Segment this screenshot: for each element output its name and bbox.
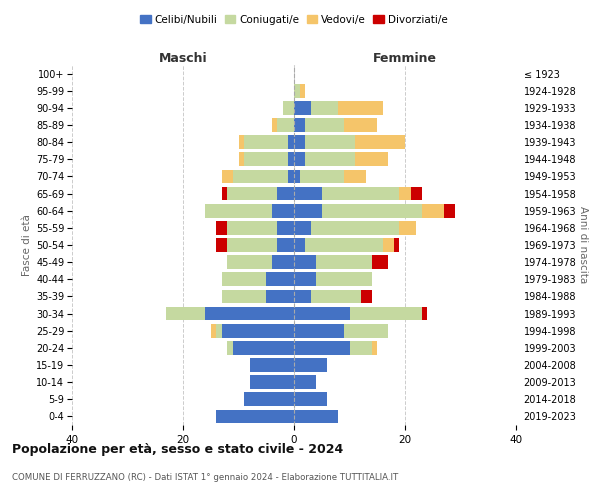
Bar <box>444 204 455 218</box>
Bar <box>400 186 410 200</box>
Bar <box>338 101 383 114</box>
Bar <box>272 118 277 132</box>
Bar <box>322 204 422 218</box>
Bar <box>316 256 372 269</box>
Bar <box>311 101 338 114</box>
Bar <box>305 238 383 252</box>
Bar <box>422 306 427 320</box>
Bar <box>289 136 294 149</box>
Text: Maschi: Maschi <box>158 52 208 65</box>
Bar <box>227 221 277 234</box>
Bar <box>216 324 222 338</box>
Bar <box>283 101 294 114</box>
Bar <box>294 324 344 338</box>
Bar <box>227 186 277 200</box>
Bar <box>294 170 299 183</box>
Bar <box>216 221 227 234</box>
Bar <box>277 238 294 252</box>
Bar <box>294 341 349 354</box>
Bar <box>344 324 388 338</box>
Bar <box>294 290 311 304</box>
Bar <box>294 118 305 132</box>
Bar <box>361 290 372 304</box>
Bar <box>266 290 294 304</box>
Y-axis label: Fasce di età: Fasce di età <box>22 214 32 276</box>
Bar <box>216 238 227 252</box>
Bar <box>305 152 355 166</box>
Bar <box>216 410 294 424</box>
Bar <box>344 118 377 132</box>
Bar <box>289 170 294 183</box>
Bar <box>311 221 400 234</box>
Bar <box>383 238 394 252</box>
Bar <box>244 392 294 406</box>
Bar <box>372 256 388 269</box>
Bar <box>166 306 205 320</box>
Bar <box>372 341 377 354</box>
Bar <box>222 290 266 304</box>
Legend: Celibi/Nubili, Coniugati/e, Vedovi/e, Divorziati/e: Celibi/Nubili, Coniugati/e, Vedovi/e, Di… <box>138 12 450 27</box>
Bar <box>205 306 294 320</box>
Bar <box>400 221 416 234</box>
Bar <box>294 376 316 389</box>
Bar <box>294 136 305 149</box>
Bar <box>266 272 294 286</box>
Bar <box>222 324 294 338</box>
Bar <box>277 186 294 200</box>
Bar <box>294 204 322 218</box>
Bar <box>272 256 294 269</box>
Bar <box>349 306 422 320</box>
Bar <box>294 272 316 286</box>
Bar <box>355 136 405 149</box>
Bar <box>294 152 305 166</box>
Bar <box>294 101 311 114</box>
Bar <box>277 221 294 234</box>
Bar <box>294 410 338 424</box>
Bar <box>222 186 227 200</box>
Bar <box>355 152 388 166</box>
Bar <box>239 136 244 149</box>
Bar <box>294 84 299 98</box>
Bar <box>305 136 355 149</box>
Bar <box>277 118 294 132</box>
Bar <box>394 238 400 252</box>
Bar <box>233 341 294 354</box>
Text: COMUNE DI FERRUZZANO (RC) - Dati ISTAT 1° gennaio 2024 - Elaborazione TUTTITALIA: COMUNE DI FERRUZZANO (RC) - Dati ISTAT 1… <box>12 472 398 482</box>
Bar <box>294 256 316 269</box>
Bar <box>233 170 289 183</box>
Bar <box>227 341 233 354</box>
Y-axis label: Anni di nascita: Anni di nascita <box>578 206 587 284</box>
Bar <box>227 238 277 252</box>
Bar <box>244 152 289 166</box>
Text: Popolazione per età, sesso e stato civile - 2024: Popolazione per età, sesso e stato civil… <box>12 442 343 456</box>
Bar <box>294 392 328 406</box>
Bar <box>294 358 328 372</box>
Bar <box>250 358 294 372</box>
Bar <box>294 221 311 234</box>
Bar <box>250 376 294 389</box>
Bar <box>422 204 444 218</box>
Bar <box>244 136 289 149</box>
Bar <box>349 341 372 354</box>
Bar <box>227 256 272 269</box>
Bar <box>311 290 361 304</box>
Bar <box>344 170 366 183</box>
Bar <box>410 186 422 200</box>
Bar <box>205 204 272 218</box>
Bar <box>211 324 216 338</box>
Bar <box>299 170 344 183</box>
Bar <box>316 272 372 286</box>
Bar <box>294 238 305 252</box>
Bar <box>294 306 349 320</box>
Bar <box>289 152 294 166</box>
Text: Femmine: Femmine <box>373 52 437 65</box>
Bar <box>294 186 322 200</box>
Bar <box>322 186 400 200</box>
Bar <box>222 272 266 286</box>
Bar <box>222 170 233 183</box>
Bar <box>272 204 294 218</box>
Bar <box>305 118 344 132</box>
Bar <box>239 152 244 166</box>
Bar <box>299 84 305 98</box>
